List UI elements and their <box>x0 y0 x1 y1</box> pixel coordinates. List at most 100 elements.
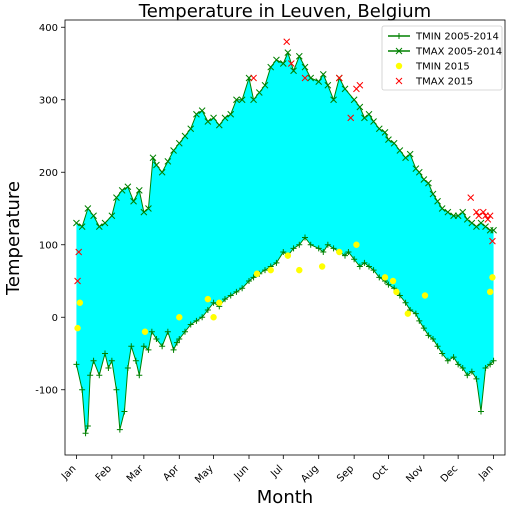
tmin-2015-point <box>393 288 400 296</box>
tmin-2005-2014-point <box>210 299 217 306</box>
tmin-2005-2014-point <box>342 252 348 259</box>
legend-marker <box>395 77 403 85</box>
tmax-2005-2014-point <box>78 223 86 230</box>
x-tick-label: Jul <box>268 463 285 480</box>
legend-marker <box>395 62 403 70</box>
y-tick-label: 400 <box>39 23 58 34</box>
tmax-2005-2014-point <box>238 96 246 104</box>
tmin-2015-point <box>421 292 429 299</box>
tmin-2005-2014-point <box>478 408 484 415</box>
tmax-2005-2014-point <box>324 81 332 89</box>
legend-label: TMIN 2005-2014 <box>415 32 499 43</box>
tmax-2015-point <box>475 212 483 220</box>
tmax-2005-2014-point <box>463 216 471 223</box>
tmax-2015-point <box>484 216 492 223</box>
tmax-2005-2014-point <box>390 139 398 147</box>
tmin-2005-2014-point <box>302 234 308 241</box>
tmin-2005-2014-point <box>444 357 451 364</box>
tmax-2005-2014-point <box>187 125 195 133</box>
tmin-2005-2014-point <box>222 296 228 303</box>
x-axis-label: Month <box>257 487 313 506</box>
x-tick-label: Mar <box>125 463 147 485</box>
tmin-2005-2014-point <box>473 375 480 382</box>
tmax-2005-2014-point <box>261 81 269 89</box>
tmin-2005-2014-point <box>356 263 363 270</box>
tmax-2005-2014-point <box>95 223 103 230</box>
tmin-2015-point <box>76 299 84 306</box>
legend-box <box>381 25 503 91</box>
tmax-2005-2014-point <box>473 223 480 230</box>
tmin-2005-2014-point <box>87 372 94 379</box>
legend-label: TMAX 2005-2014 <box>415 47 502 58</box>
tmin-2015-point <box>318 263 326 270</box>
x-tick-label: Feb <box>94 463 114 483</box>
tmin-2005-2014-point <box>102 350 108 357</box>
tmax-2005-2014-point <box>356 103 364 111</box>
tmin-2005-2014-point <box>430 336 436 342</box>
x-tick-label: Oct <box>371 463 391 483</box>
tmax-2015-point <box>473 208 480 216</box>
tmin-2005-2014-point <box>84 423 91 429</box>
tmin-2005-2014-point <box>82 430 89 437</box>
x-tick-label: Jan <box>476 463 495 482</box>
tmax-2015-point <box>347 114 355 122</box>
legend: TMIN 2005-2014 TMAX 2005-2014 TMIN 2015 TMA… <box>381 25 503 91</box>
tmin-2005-2014-point <box>402 299 409 306</box>
tmin-2005-2014-point <box>132 357 139 364</box>
tmax-2005-2014-point <box>284 49 292 56</box>
tmin-2005-2014-point <box>239 285 246 292</box>
tmin-2015-point <box>176 314 183 321</box>
tmin-2005-2014-point <box>79 386 86 393</box>
tmax-2005-2014-point <box>215 121 223 129</box>
tmax-2015-point <box>287 60 295 67</box>
tmin-2015-point <box>353 241 360 248</box>
tmin-2015-point <box>381 274 389 281</box>
x-tick-label: Nov <box>404 463 426 485</box>
tmax-2005-2014-point <box>233 96 240 104</box>
tmin-2005-2014-point <box>174 339 180 346</box>
tmin-2015-point <box>267 266 274 274</box>
tmin-2015-point <box>216 299 223 306</box>
tmax-2015-point <box>479 208 487 216</box>
tmax-2005-2014-point <box>381 129 389 136</box>
y-tick-label: 0 <box>52 313 58 324</box>
tmin-2005-2014-point <box>96 372 103 379</box>
tmax-2005-2014-point <box>365 110 373 118</box>
tmax-2005-2014-point <box>350 96 358 104</box>
tmax-2005-2014-point <box>227 110 235 118</box>
tmin-2005-2014-point <box>105 365 112 371</box>
tmin-2005-2014-point <box>193 317 200 324</box>
tmin-2005-2014-point <box>199 314 206 321</box>
tmin-2005-2014-point <box>320 249 327 255</box>
y-axis: -100 0 100 200 300 400 <box>35 23 65 396</box>
tmax-2005-2014-point <box>415 168 423 176</box>
tmin-2015-point <box>296 266 303 274</box>
tmax-2005-2014-point <box>124 183 132 191</box>
tmin-2005-2014-point <box>412 310 419 317</box>
tmax-2005-2014-point <box>181 132 189 140</box>
tmin-2005-2014-point <box>182 328 188 335</box>
tmax-2005-2014-point <box>130 197 137 205</box>
x-axis: Jan Feb Mar Apr May Jun Jul Aug Sep Oct Nov Dec Jan <box>59 455 496 486</box>
tmax-2005-2014-point <box>73 219 80 227</box>
tmax-2005-2014-point <box>204 118 212 125</box>
tmin-2005-2014-point <box>290 245 297 252</box>
tmax-2005-2014-point <box>170 147 177 154</box>
tmin-2015-point <box>204 295 212 303</box>
legend-label: TMIN 2015 <box>415 62 470 73</box>
tmax-2015-point <box>301 74 309 82</box>
series-layer <box>73 49 497 437</box>
tmax-2005-2014-point <box>153 161 160 169</box>
tmin-2005-2014-point <box>145 346 152 353</box>
tmax-2005-2014-point <box>135 187 143 194</box>
tmax-2005-2014-point <box>210 114 217 122</box>
y-tick-label: 200 <box>39 168 58 179</box>
tmin-2015-point <box>74 324 81 332</box>
legend-marker <box>395 47 403 55</box>
tmax-2005-2014-point <box>273 56 280 64</box>
tmin-2005-2014-point <box>121 408 128 415</box>
tmax-2015-point <box>467 194 475 201</box>
tmin-2005-2014-point <box>296 241 303 248</box>
x-tick-label: Aug <box>299 463 321 485</box>
tmax-2005-2014-point <box>295 52 303 60</box>
